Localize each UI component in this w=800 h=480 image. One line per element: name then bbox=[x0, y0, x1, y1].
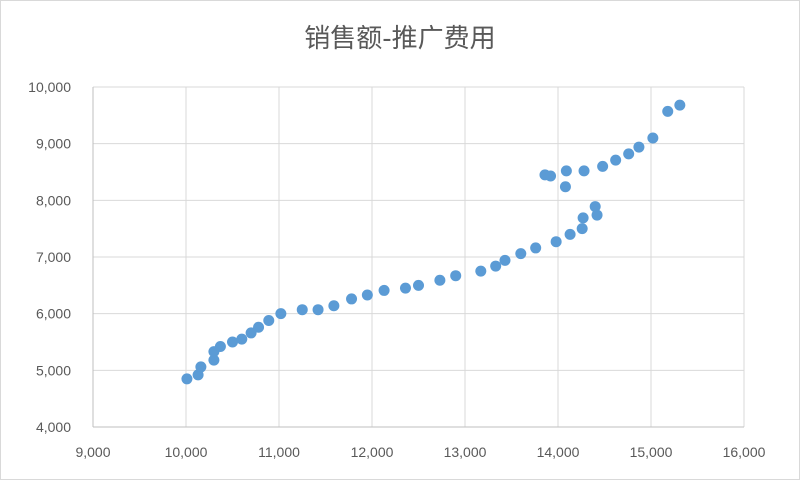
y-tick-labels: 4,000 5,000 6,000 7,000 8,000 9,000 10,000 bbox=[28, 79, 71, 435]
x-tick-labels: 9,000 10,000 11,000 12,000 13,000 14,000 15,00… bbox=[75, 444, 765, 460]
data-point bbox=[623, 148, 635, 160]
data-point bbox=[195, 361, 207, 373]
data-point bbox=[361, 289, 373, 301]
y-tick-label: 8,000 bbox=[36, 192, 71, 208]
data-point bbox=[328, 300, 340, 312]
data-point bbox=[346, 293, 358, 305]
data-point bbox=[490, 260, 502, 272]
data-point bbox=[275, 308, 287, 320]
data-points bbox=[181, 99, 686, 385]
data-point bbox=[550, 236, 562, 248]
data-point bbox=[450, 270, 462, 282]
data-point bbox=[662, 105, 674, 117]
data-point bbox=[560, 165, 572, 177]
data-point bbox=[208, 354, 220, 366]
data-point bbox=[227, 336, 238, 348]
data-point bbox=[181, 373, 193, 385]
x-tick-label: 12,000 bbox=[351, 444, 394, 460]
y-tick-label: 7,000 bbox=[36, 249, 71, 265]
data-point bbox=[589, 201, 601, 213]
data-point bbox=[312, 304, 324, 316]
data-point bbox=[296, 304, 308, 316]
data-point bbox=[530, 242, 542, 254]
x-tick-label: 15,000 bbox=[630, 444, 673, 460]
x-tick-label: 13,000 bbox=[444, 444, 487, 460]
data-point bbox=[236, 333, 248, 345]
data-point bbox=[674, 99, 686, 111]
y-tick-label: 4,000 bbox=[36, 419, 71, 435]
data-point bbox=[475, 265, 487, 277]
data-point bbox=[214, 341, 226, 353]
y-tick-label: 9,000 bbox=[36, 136, 71, 152]
x-tick-label: 9,000 bbox=[75, 444, 110, 460]
data-point bbox=[577, 212, 589, 224]
data-point bbox=[499, 254, 511, 266]
data-point bbox=[633, 141, 645, 153]
data-point bbox=[610, 154, 622, 166]
chart-title: 销售额-推广费用 bbox=[304, 24, 496, 54]
y-tick-label: 6,000 bbox=[36, 306, 71, 322]
data-point bbox=[591, 209, 603, 221]
data-point bbox=[578, 165, 590, 177]
data-point bbox=[559, 181, 571, 193]
data-point bbox=[597, 160, 609, 172]
y-tick-label: 5,000 bbox=[36, 362, 71, 378]
axes bbox=[92, 87, 744, 428]
data-point bbox=[515, 248, 527, 260]
x-tick-label: 14,000 bbox=[537, 444, 580, 460]
data-point bbox=[263, 314, 275, 326]
x-tick-label: 10,000 bbox=[165, 444, 208, 460]
data-point bbox=[576, 223, 588, 235]
data-point bbox=[413, 279, 424, 291]
data-point bbox=[545, 170, 557, 182]
data-point bbox=[434, 274, 446, 286]
y-tick-label: 10,000 bbox=[28, 79, 71, 95]
data-point bbox=[253, 321, 265, 333]
data-point bbox=[647, 132, 659, 144]
data-point bbox=[378, 284, 390, 296]
data-point bbox=[399, 282, 411, 294]
x-tick-label: 11,000 bbox=[258, 444, 300, 460]
data-point bbox=[245, 327, 257, 339]
x-tick-label: 16,000 bbox=[723, 444, 766, 460]
data-point bbox=[564, 228, 576, 240]
